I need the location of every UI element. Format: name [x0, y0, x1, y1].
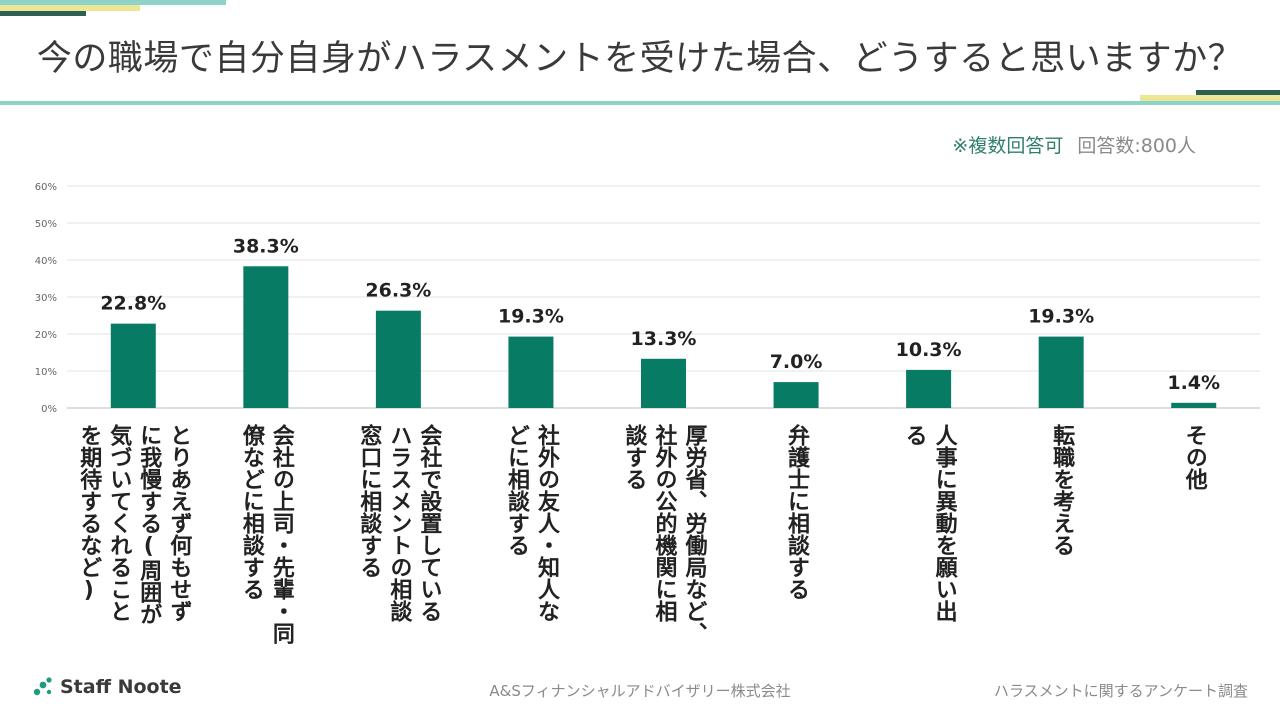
- y-tick-label: 50%: [35, 219, 57, 230]
- x-tick-label-line: 厚労省、労働局など、: [681, 424, 707, 644]
- bar: [110, 323, 156, 408]
- x-tick-label-line: 会社で設置している: [416, 424, 442, 622]
- bar: [773, 382, 819, 408]
- y-tick-label: 0%: [41, 404, 57, 415]
- x-tick-label-line: ハラスメントの相談: [386, 424, 412, 622]
- y-tick-label: 10%: [35, 367, 57, 378]
- header-decoration-right-yellow: [1140, 95, 1280, 101]
- data-label: 7.0%: [770, 351, 823, 373]
- bar: [1171, 402, 1217, 408]
- bar: [1038, 336, 1084, 408]
- response-count: 回答数:800人: [1077, 135, 1196, 157]
- x-tick-label-line: 社外の公的機関に相: [651, 424, 677, 622]
- data-label: 22.8%: [100, 293, 166, 315]
- x-tick-label-line: その他: [1181, 424, 1207, 490]
- title-underline: [0, 101, 1280, 105]
- y-tick-label: 20%: [35, 330, 57, 341]
- x-tick-label-line: 談する: [621, 424, 647, 490]
- x-tick-label-line: 気づいてくれること: [106, 424, 132, 622]
- data-label: 26.3%: [365, 280, 431, 302]
- x-tick-label-line: る: [901, 424, 927, 446]
- y-tick-label: 30%: [35, 293, 57, 304]
- bar: [641, 358, 686, 408]
- x-tick-label-line: に我慢する(周囲が: [136, 424, 162, 625]
- bar: [375, 310, 421, 408]
- x-tick-label: 社外の友人・知人な どに相談する: [501, 424, 561, 622]
- x-tick-label: 会社で設置している ハラスメントの相談 窓口に相談する: [353, 424, 443, 622]
- x-tick-label: 転職を考える: [1046, 424, 1076, 556]
- multiple-answer-note: ※複数回答可: [952, 135, 1064, 157]
- data-label: 1.4%: [1167, 372, 1220, 394]
- header-decoration-right-dark: [1196, 90, 1280, 95]
- header-decoration-top-left-yellow: [0, 5, 140, 11]
- page-title: 今の職場で自分自身がハラスメントを受けた場合、どうすると思いますか？: [36, 39, 1244, 79]
- data-label: 13.3%: [631, 328, 697, 350]
- data-label: 19.3%: [1028, 306, 1094, 328]
- x-tick-label-line: 会社の上司・先輩・同: [268, 424, 294, 644]
- data-label: 10.3%: [896, 339, 962, 361]
- x-tick-label: 会社の上司・先輩・同 僚などに相談する: [236, 424, 296, 644]
- header-decoration-top-left: [0, 0, 226, 5]
- x-tick-label-line: 弁護士に相談する: [784, 424, 810, 600]
- x-tick-label-line: どに相談する: [503, 424, 529, 556]
- x-tick-label-line: を期待するなど): [76, 424, 102, 603]
- bar: [243, 266, 289, 408]
- staff-noote-logo: Staff Noote: [32, 676, 182, 698]
- x-tick-label-line: 人事に異動を願い出: [931, 424, 957, 622]
- logo-icon: [33, 677, 52, 696]
- data-label: 38.3%: [233, 235, 299, 257]
- y-tick-label: 60%: [35, 182, 57, 193]
- x-tick-label: その他: [1179, 424, 1209, 490]
- x-tick-label-line: 窓口に相談する: [356, 424, 382, 578]
- x-tick-label: 厚労省、労働局など、 社外の公的機関に相 談する: [619, 424, 709, 644]
- bar: [906, 369, 952, 408]
- x-tick-label: 弁護士に相談する: [781, 424, 811, 600]
- x-tick-label-line: 転職を考える: [1049, 424, 1075, 556]
- logo-text: Staff Noote: [60, 676, 182, 698]
- footer-company: A&Sフィナンシャルアドバイザリー株式会社: [489, 682, 791, 700]
- header-decoration-top-left-dark: [0, 11, 86, 16]
- response-note: ※複数回答可 回答数:800人: [952, 131, 1196, 158]
- x-tick-label-line: とりあえず何もせず: [166, 424, 192, 622]
- y-tick-label: 40%: [35, 256, 57, 267]
- x-tick-label: とりあえず何もせず に我慢する(周囲が 気づいてくれること を期待するなど): [73, 424, 193, 625]
- x-tick-label: 人事に異動を願い出る: [899, 424, 959, 622]
- bar: [508, 336, 554, 408]
- footer-survey: ハラスメントに関するアンケート調査: [993, 682, 1248, 700]
- x-tick-label-line: 僚などに相談する: [238, 424, 264, 600]
- x-tick-label-line: 社外の友人・知人な: [533, 424, 559, 622]
- data-label: 19.3%: [498, 306, 564, 328]
